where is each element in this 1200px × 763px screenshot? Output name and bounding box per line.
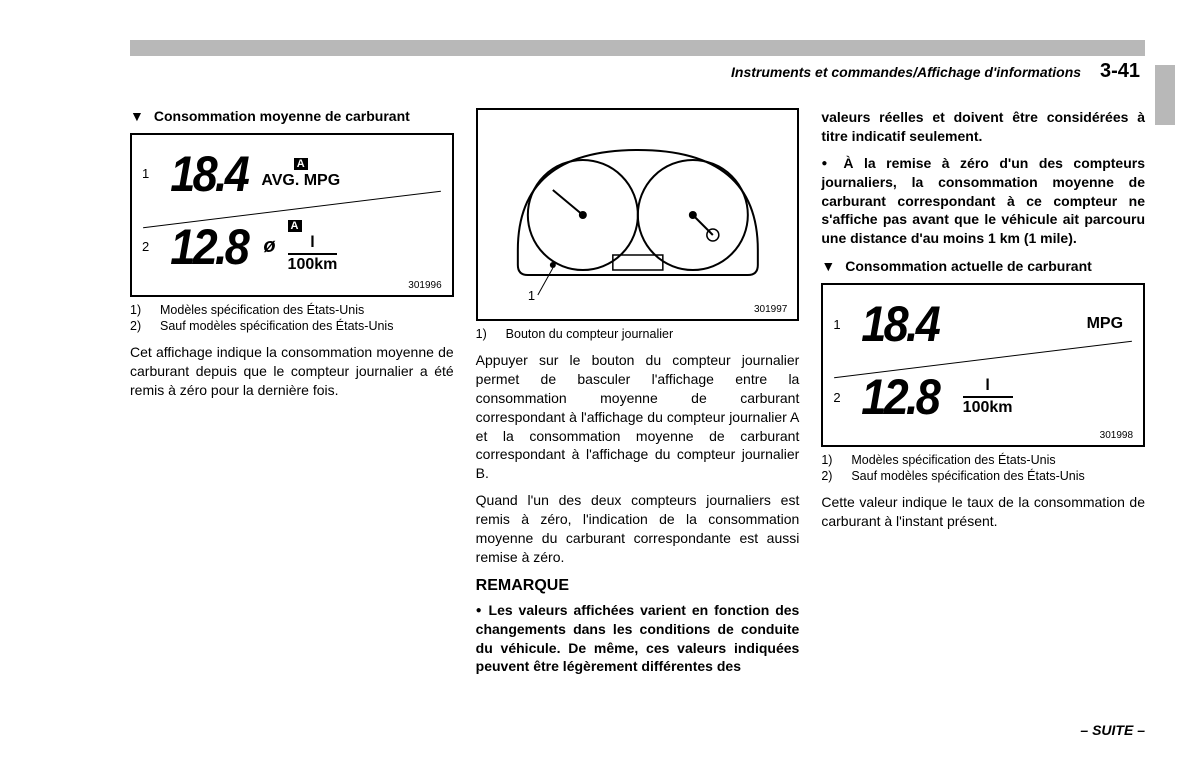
caption-item: 1) Modèles spécification des États-Unis [821,453,1145,467]
figure-id: 301996 [142,280,442,291]
page-header: Instruments et commandes/Affichage d'inf… [130,60,1145,83]
figure-current-mpg: 1 18.4 MPG 2 12.8 l 100km 301998 [821,283,1145,447]
gauge-svg: 1 [488,120,788,300]
unit-stack-2: A l 100km [288,220,338,274]
frac-top: l [310,234,314,252]
figure-id: 301998 [833,430,1133,441]
caption-text: Modèles spécification des États-Unis [851,453,1055,467]
breadcrumb: Instruments et commandes/Affichage d'inf… [731,64,1081,80]
caption-list-1: 1) Modèles spécification des États-Unis … [130,303,454,333]
gauge-cluster-diagram: 1 [488,120,788,300]
header-bar [130,40,1145,56]
display-row-2: 2 12.8 l 100km [833,368,1133,426]
svg-text:1: 1 [528,288,535,300]
footer-suite: – SUITE – [1080,722,1145,738]
section-title-text: Consommation moyenne de carburant [154,108,410,124]
caption-num: 1) [821,453,839,467]
figure-avg-mpg: 1 18.4 A AVG. MPG 2 12.8 ø A l 100km [130,133,454,297]
column-1: ▼ Consommation moyenne de carburant 1 18… [130,108,454,676]
caption-item: 2) Sauf modèles spécification des États-… [130,319,454,333]
caption-text: Modèles spécification des États-Unis [160,303,364,317]
frac-top: l [985,377,989,395]
badge-a-2: A [288,220,302,232]
fraction-unit: l 100km [288,234,338,274]
display-row-1: 1 18.4 MPG [833,295,1133,353]
caption-num: 1) [476,327,494,341]
section-title-text: Consommation actuelle de carburant [845,258,1092,274]
caption-num: 1) [130,303,148,317]
remarque-bullet: Les valeurs affichées varient en fonctio… [476,601,800,677]
column-2: 1 301997 1) Bouton du compteur journalie… [476,108,800,676]
paragraph: Quand l'un des deux compteurs journalier… [476,491,800,567]
row-label-1: 1 [142,166,156,181]
caption-num: 2) [821,469,839,483]
unit-stack-1: A AVG. MPG [261,158,340,190]
row-label-2: 2 [142,239,156,254]
row-label-1: 1 [833,317,847,332]
caption-text: Bouton du compteur journalier [506,327,673,341]
lcd-value-2: 12.8 [170,218,247,276]
continuation-text: valeurs réelles et doivent être considér… [821,108,1145,146]
frac-line [963,396,1013,398]
caption-item: 1) Bouton du compteur journalier [476,327,800,341]
frac-bot: 100km [963,399,1013,417]
display-row-1: 1 18.4 A AVG. MPG [142,145,442,203]
frac-line [288,253,338,255]
lcd-value-2: 12.8 [862,368,939,426]
section-title-current: ▼ Consommation actuelle de carburant [821,258,1145,275]
paragraph: Appuyer sur le bouton du compteur journa… [476,351,800,483]
triangle-icon: ▼ [821,258,835,275]
page-number: 3-41 [1100,60,1140,82]
remarque-bullet: À la remise à zéro d'un des compteurs jo… [821,154,1145,248]
triangle-icon: ▼ [130,108,144,125]
unit-label-1: MPG [1087,315,1123,333]
row-label-2: 2 [833,390,847,405]
caption-item: 2) Sauf modèles spécification des États-… [821,469,1145,483]
side-tab [1155,65,1175,125]
paragraph: Cette valeur indique le taux de la conso… [821,493,1145,531]
content-columns: ▼ Consommation moyenne de carburant 1 18… [130,108,1145,676]
figure-id: 301997 [488,304,788,315]
badge-a-1: A [294,158,308,170]
remarque-heading: REMARQUE [476,577,800,595]
caption-item: 1) Modèles spécification des États-Unis [130,303,454,317]
caption-list-3: 1) Modèles spécification des États-Unis … [821,453,1145,483]
frac-bot: 100km [288,256,338,274]
lcd-value-1: 18.4 [170,145,247,203]
caption-text: Sauf modèles spécification des États-Uni… [851,469,1084,483]
unit-stack-1: MPG [1087,315,1123,333]
caption-list-2: 1) Bouton du compteur journalier [476,327,800,341]
lcd-value-1: 18.4 [862,295,939,353]
caption-text: Sauf modèles spécification des États-Uni… [160,319,393,333]
unit-label-1: AVG. MPG [261,172,340,190]
section-title-avg: ▼ Consommation moyenne de carburant [130,108,454,125]
phi-icon: ø [263,235,275,258]
display-row-2: 2 12.8 ø A l 100km [142,218,442,276]
paragraph: Cet affichage indique la consommation mo… [130,343,454,400]
figure-gauge-cluster: 1 301997 [476,108,800,321]
caption-num: 2) [130,319,148,333]
unit-stack-2: l 100km [963,377,1013,417]
column-3: valeurs réelles et doivent être considér… [821,108,1145,676]
fraction-unit: l 100km [963,377,1013,417]
